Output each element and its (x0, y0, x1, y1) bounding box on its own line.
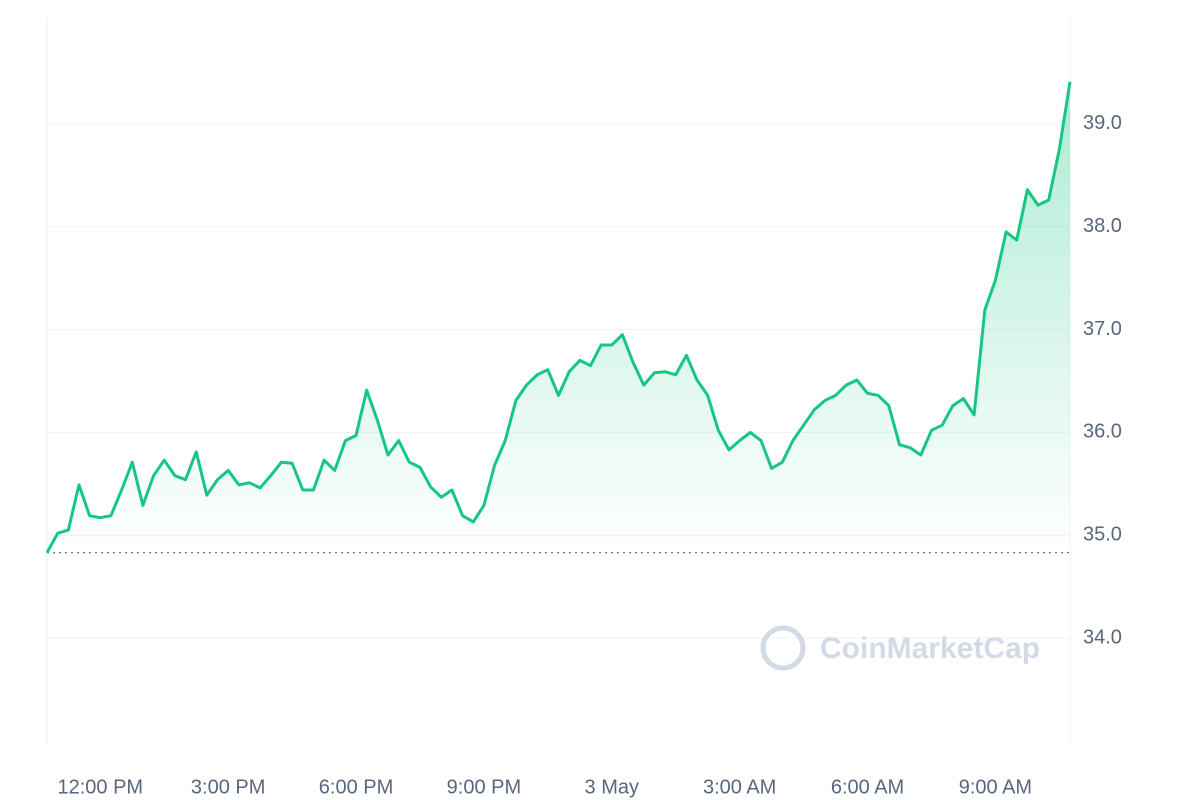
y-tick-label: 34.0 (1083, 626, 1122, 648)
x-tick-label: 3 May (585, 776, 639, 798)
x-tick-label: 12:00 PM (57, 776, 143, 798)
y-tick-label: 38.0 (1083, 215, 1122, 237)
y-tick-label: 39.0 (1083, 112, 1122, 134)
y-tick-label: 36.0 (1083, 421, 1122, 443)
x-tick-label: 9:00 PM (447, 776, 521, 798)
watermark: CoinMarketCap (760, 625, 1040, 671)
x-tick-label: 6:00 AM (831, 776, 904, 798)
x-tick-label: 3:00 PM (191, 776, 265, 798)
x-tick-label: 3:00 AM (703, 776, 776, 798)
area (47, 81, 1070, 553)
price-line (45, 81, 1072, 554)
x-tick-label: 6:00 PM (319, 776, 393, 798)
watermark-logo (760, 625, 806, 671)
y-tick-label: 35.0 (1083, 524, 1122, 546)
y-tick-label: 37.0 (1083, 318, 1122, 340)
watermark-text: CoinMarketCap (820, 632, 1040, 665)
x-tick-label: 9:00 AM (959, 776, 1032, 798)
